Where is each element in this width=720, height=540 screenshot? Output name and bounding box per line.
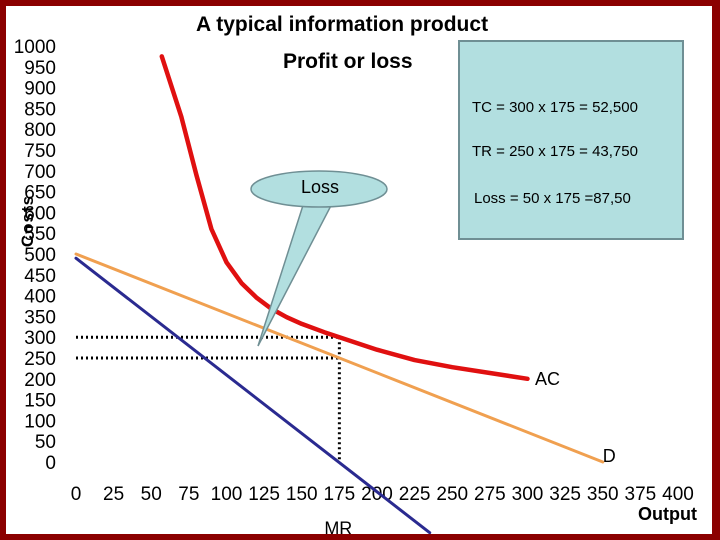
x-tick-label: 125: [248, 484, 280, 505]
chart-subtitle: Profit or loss: [283, 50, 413, 73]
x-tick-label: 175: [324, 484, 356, 505]
y-tick-label: 700: [24, 162, 56, 183]
y-tick-label: 800: [24, 120, 56, 141]
series-label-d: D: [603, 446, 616, 466]
x-tick-label: 400: [662, 484, 694, 505]
x-tick-label: 0: [71, 484, 82, 505]
series-ac-line: [159, 54, 530, 382]
y-tick-label: 500: [24, 245, 56, 266]
chart-title: A typical information product: [196, 13, 489, 36]
x-tick-label: 225: [399, 484, 431, 505]
y-tick-label: 250: [24, 349, 56, 370]
slide: 0 50 100 150 200 250 300 350 400 450 500 550 600 650 7…: [6, 6, 712, 534]
y-tick-label: 750: [24, 141, 56, 162]
info-box: TC = 300 x 175 = 52,500 TR = 250 x 175 =…: [458, 40, 684, 240]
y-tick-label: 350: [24, 307, 56, 328]
y-tick-label: 550: [24, 224, 56, 245]
y-tick-label: 300: [24, 328, 56, 349]
x-tick-label: 350: [587, 484, 619, 505]
series-label-ac: AC: [535, 369, 560, 389]
y-tick-label: 100: [24, 411, 56, 432]
y-tick-label: 650: [24, 183, 56, 204]
x-axis-label: Output: [638, 504, 697, 524]
y-tick-label: 50: [35, 432, 56, 453]
x-tick-label: 325: [549, 484, 581, 505]
tc-text: TC = 300 x 175 = 52,500: [472, 99, 638, 116]
x-tick-label: 100: [211, 484, 243, 505]
y-tick-label: 150: [24, 391, 56, 412]
x-tick-label: 150: [286, 484, 318, 505]
x-tick-label: 75: [178, 484, 199, 505]
chart: 0501001502002503003504004505005506006507…: [14, 37, 697, 534]
y-tick-label: 600: [24, 203, 56, 224]
y-tick-label: 400: [24, 287, 56, 308]
y-tick-label: 0: [45, 453, 56, 474]
y-tick-label: 950: [24, 58, 56, 79]
y-axis-label: Costs: [18, 194, 37, 248]
x-tick-label: 275: [474, 484, 506, 505]
y-tick-label: 1000: [14, 37, 56, 58]
x-tick-label: 25: [103, 484, 124, 505]
y-tick-label: 200: [24, 370, 56, 391]
y-tick-label: 850: [24, 99, 56, 120]
loss-callout-label: Loss: [301, 177, 339, 197]
x-tick-label: 250: [436, 484, 468, 505]
series-label-mr: MR: [324, 519, 352, 534]
x-tick-label: 50: [141, 484, 162, 505]
x-tick-label: 300: [512, 484, 544, 505]
y-tick-label: 900: [24, 79, 56, 100]
y-tick-label: 450: [24, 266, 56, 287]
tr-text: TR = 250 x 175 = 43,750: [472, 143, 638, 160]
series-d-line: [74, 252, 605, 464]
x-tick-label: 375: [625, 484, 657, 505]
loss-callout-bubble: [250, 170, 388, 208]
series-mr-line: [74, 256, 432, 534]
loss-text: Loss = 50 x 175 =87,50: [474, 190, 631, 207]
